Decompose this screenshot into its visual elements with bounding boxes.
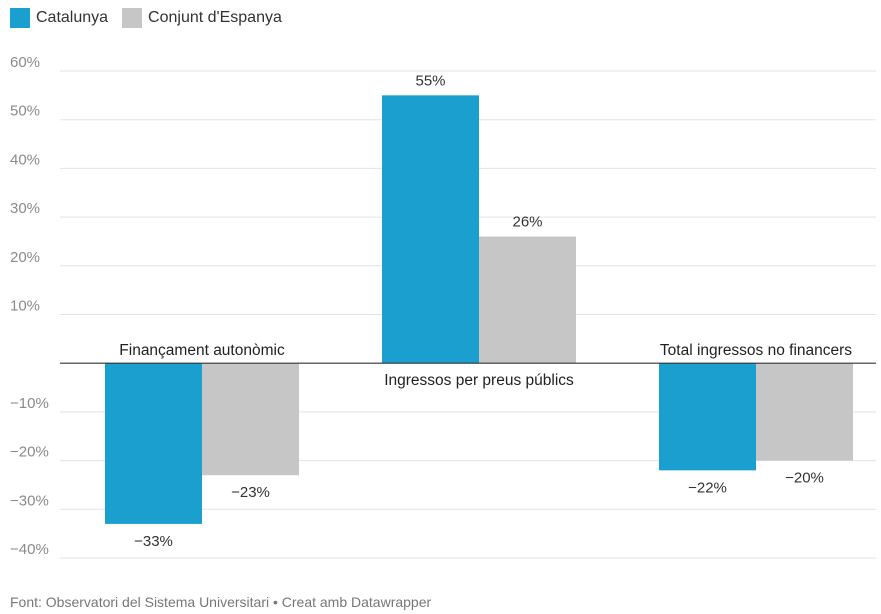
bar: [756, 363, 853, 461]
data-label: 26%: [512, 214, 542, 231]
y-tick-label: −20%: [10, 444, 49, 461]
bar: [105, 363, 202, 524]
data-label: 55%: [415, 72, 445, 89]
chart-legend: Catalunya Conjunt d'Espanya: [10, 8, 296, 28]
y-tick-label: 30%: [10, 200, 40, 217]
category-label: Total ingressos no financers: [660, 342, 852, 359]
source-footer: Font: Observatori del Sistema Universita…: [10, 594, 432, 610]
bar: [659, 363, 756, 471]
data-label: −23%: [231, 484, 270, 501]
data-label: −20%: [785, 470, 824, 487]
bar: [479, 236, 576, 364]
y-tick-label: 10%: [10, 298, 40, 315]
y-tick-label: −10%: [10, 395, 49, 412]
legend-swatch-espanya: [122, 8, 143, 28]
legend-swatch-catalunya: [10, 8, 30, 28]
legend-item-espanya: Conjunt d'Espanya: [122, 8, 282, 28]
category-label: Ingressos per preus públics: [384, 372, 574, 389]
bar: [202, 363, 299, 476]
y-tick-label: 60%: [10, 54, 40, 71]
y-tick-label: −40%: [10, 541, 49, 558]
y-tick-label: 50%: [10, 103, 40, 120]
y-tick-label: −30%: [10, 492, 49, 509]
y-tick-label: 20%: [10, 249, 40, 266]
bar-chart: 60% 50% 40% 30% 20% 10% −10% −20% −30% −40% −33% 55…: [10, 54, 876, 559]
data-label: −22%: [688, 479, 727, 496]
y-tick-label: 40%: [10, 151, 40, 168]
legend-label-catalunya: Catalunya: [36, 9, 109, 26]
data-label: −33%: [134, 533, 173, 550]
legend-item-catalunya: Catalunya: [10, 8, 108, 28]
category-label: Finançament autonòmic: [119, 342, 285, 359]
legend-label-espanya: Conjunt d'Espanya: [148, 9, 282, 26]
bar: [382, 95, 479, 364]
